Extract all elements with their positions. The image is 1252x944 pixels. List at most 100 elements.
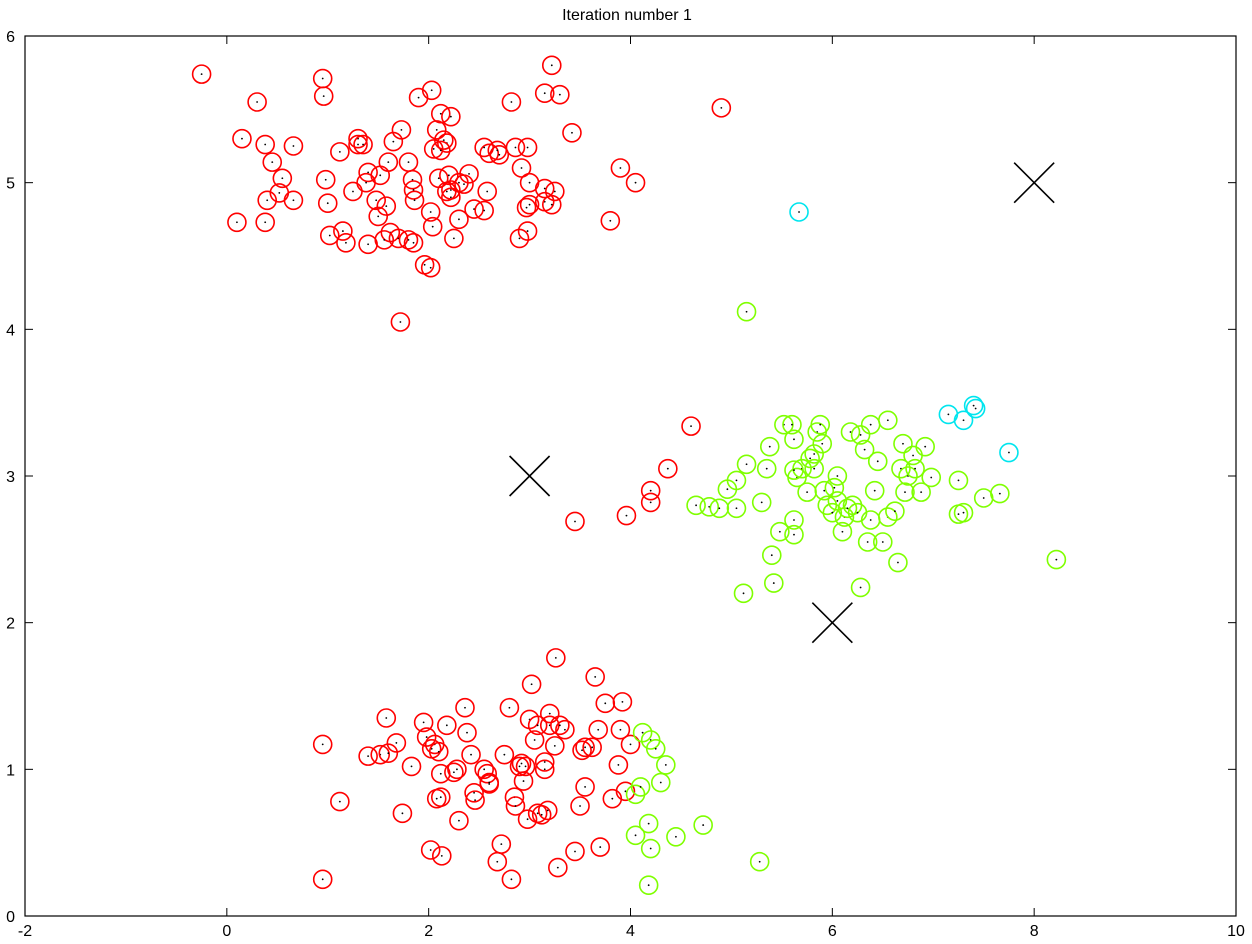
- red-point-dot: [621, 700, 624, 703]
- red-point-circle: [509, 756, 530, 777]
- red-point-dot: [574, 850, 576, 853]
- red-point-dot: [604, 702, 607, 705]
- red-point-dot: [591, 746, 594, 749]
- red-point-circle: [477, 763, 497, 784]
- green-point-dot: [770, 554, 773, 557]
- green-point-dot: [718, 507, 721, 510]
- green-point-dot: [998, 492, 1001, 495]
- green-point-circle: [885, 501, 905, 522]
- red-point-dot: [445, 724, 448, 727]
- red-point-circle: [348, 134, 368, 155]
- red-point-dot: [526, 818, 529, 821]
- green-point-circle: [878, 507, 898, 527]
- red-point-dot: [452, 237, 455, 240]
- green-point-circle: [857, 532, 878, 552]
- red-point-circle: [430, 103, 451, 124]
- red-point-circle: [681, 416, 701, 436]
- red-point-circle: [517, 809, 538, 830]
- red-point-circle: [336, 233, 356, 253]
- green-point-dot: [735, 507, 738, 510]
- red-point-dot: [407, 238, 410, 241]
- red-point-circle: [383, 131, 404, 152]
- red-point-circle: [398, 230, 419, 250]
- red-point-dot: [619, 167, 622, 169]
- green-point-circle: [726, 470, 747, 491]
- red-point-circle: [420, 257, 441, 278]
- green-point-circle: [854, 439, 875, 460]
- green-point-dot: [866, 541, 869, 543]
- red-point-dot: [488, 783, 491, 785]
- red-point-circle: [545, 181, 565, 202]
- green-point-circle: [686, 495, 706, 516]
- green-point-dot: [912, 454, 914, 457]
- red-point-dot: [439, 149, 442, 152]
- red-point-circle: [459, 164, 479, 184]
- green-point-circle: [915, 436, 935, 457]
- red-point-dot: [510, 101, 513, 103]
- red-point-circle: [494, 744, 515, 765]
- red-point-dot: [584, 746, 586, 749]
- red-point-dot: [362, 143, 364, 146]
- red-point-dot: [439, 772, 442, 775]
- red-point-dot: [256, 101, 259, 103]
- red-point-dot: [564, 728, 566, 731]
- red-point-dot: [395, 742, 398, 744]
- red-point-dot: [440, 854, 443, 857]
- red-point-circle: [711, 98, 732, 118]
- y-tick-label: 2: [6, 616, 15, 633]
- red-point-dot: [266, 199, 269, 202]
- centroid-marker: [811, 602, 853, 644]
- red-point-circle: [386, 733, 407, 753]
- red-point-circle: [575, 737, 595, 758]
- red-point-dot: [341, 230, 344, 232]
- red-point-dot: [518, 765, 521, 768]
- red-point-circle: [437, 715, 457, 736]
- cyan-point-dot: [962, 419, 965, 422]
- green-point-dot: [664, 764, 667, 766]
- red-point-dot: [410, 765, 413, 768]
- red-point-circle: [550, 715, 570, 736]
- green-point-circle: [810, 414, 831, 435]
- red-point-dot: [413, 199, 416, 202]
- red-point-circle: [501, 92, 522, 112]
- red-point-circle: [474, 200, 494, 221]
- x-tick-label: -2: [18, 923, 32, 940]
- red-point-circle: [464, 782, 484, 803]
- green-point-dot: [897, 561, 899, 564]
- green-point-dot: [647, 884, 650, 887]
- red-point-dot: [553, 744, 556, 747]
- centroid-markers: [509, 162, 1055, 644]
- green-point-circle: [756, 458, 777, 479]
- red-point-dot: [338, 800, 341, 803]
- green-point-circle: [638, 813, 659, 834]
- red-point-circle: [262, 152, 283, 172]
- green-point-dot: [831, 511, 834, 514]
- red-point-dot: [599, 846, 602, 848]
- green-point-dot: [957, 513, 960, 516]
- green-point-circle: [898, 466, 918, 486]
- red-point-dot: [322, 95, 325, 98]
- green-point-dot: [809, 457, 812, 460]
- red-point-dot: [345, 241, 347, 244]
- green-point-dot: [695, 504, 697, 507]
- red-point-dot: [383, 238, 386, 241]
- red-point-circle: [401, 756, 422, 777]
- red-point-circle: [505, 137, 526, 158]
- red-point-dot: [321, 77, 324, 80]
- green-point-dot: [702, 824, 705, 826]
- red-point-dot: [412, 189, 415, 191]
- red-point-circle: [570, 796, 590, 816]
- green-point-dot: [846, 507, 849, 510]
- red-point-circle: [449, 209, 469, 230]
- cyan-point-circle: [999, 442, 1019, 463]
- green-point-dot: [793, 519, 795, 521]
- red-point-circle: [439, 165, 459, 186]
- red-point-dot: [514, 146, 517, 149]
- red-point-circle: [191, 64, 212, 84]
- red-point-dot: [439, 112, 442, 115]
- red-point-dot: [554, 656, 557, 659]
- red-point-circle: [600, 211, 621, 231]
- red-point-dot: [385, 717, 388, 719]
- red-point-circle: [348, 128, 368, 149]
- red-point-dot: [558, 724, 561, 727]
